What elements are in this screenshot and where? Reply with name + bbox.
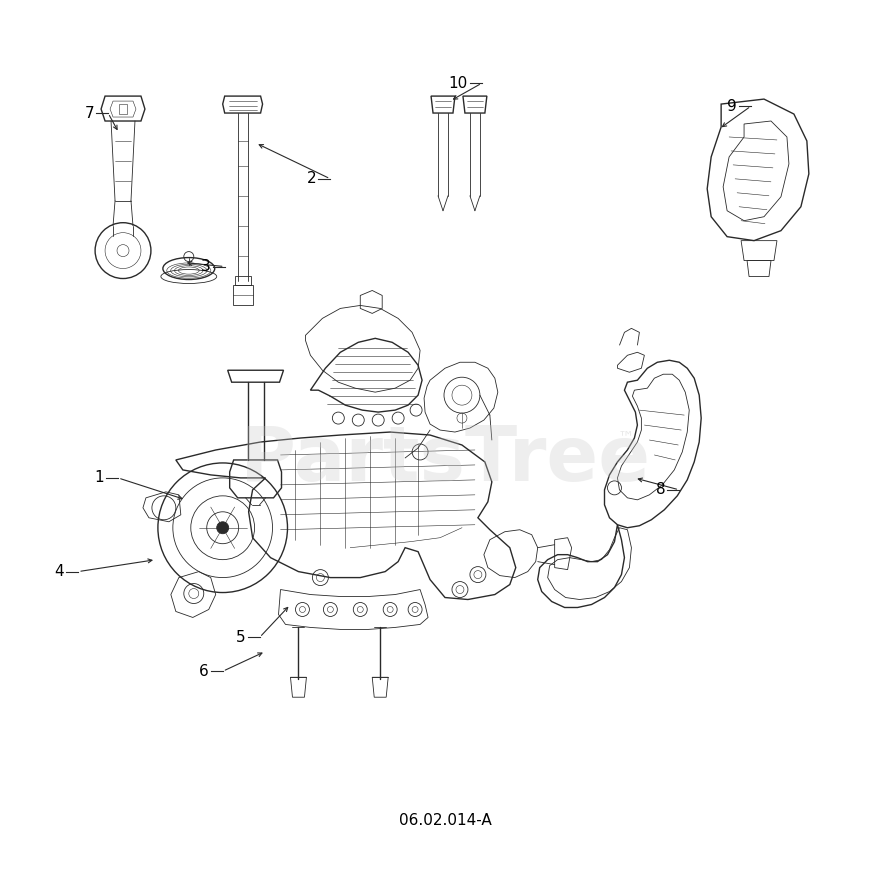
Text: 1: 1 <box>94 471 104 485</box>
Text: 6: 6 <box>199 664 209 679</box>
Text: 9: 9 <box>727 99 737 114</box>
Circle shape <box>216 522 229 534</box>
Text: 5: 5 <box>236 630 246 645</box>
Text: 3: 3 <box>201 259 211 274</box>
Text: ™: ™ <box>618 428 634 446</box>
Text: 4: 4 <box>54 564 64 579</box>
Text: 8: 8 <box>656 482 666 498</box>
Text: 10: 10 <box>449 76 468 91</box>
Text: 7: 7 <box>85 106 94 120</box>
Text: PartsTree: PartsTree <box>240 423 650 497</box>
Text: 2: 2 <box>307 172 317 186</box>
Text: 06.02.014-A: 06.02.014-A <box>399 813 491 829</box>
